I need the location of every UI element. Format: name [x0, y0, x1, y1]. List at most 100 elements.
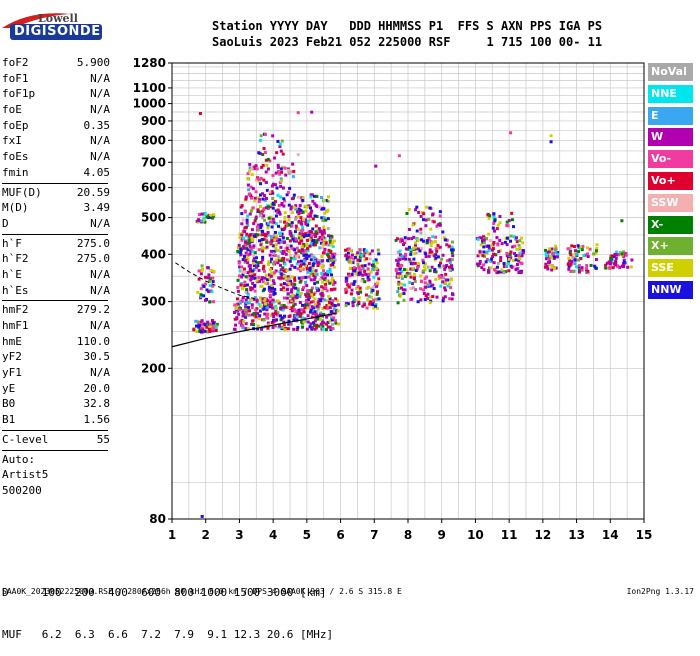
echo-point — [238, 299, 242, 303]
echo-point — [280, 325, 284, 329]
echo-point — [326, 217, 330, 221]
echo-point — [244, 305, 248, 309]
echo-point — [241, 324, 245, 328]
param-value: 1.56 — [83, 413, 111, 427]
echo-point — [271, 206, 275, 210]
echo-point — [269, 289, 273, 293]
echo-point — [289, 207, 293, 211]
echo-point — [264, 302, 268, 306]
echo-point — [351, 261, 355, 265]
echo-point — [315, 304, 319, 308]
echo-point — [244, 310, 248, 314]
echo-point — [300, 276, 304, 280]
echo-point — [482, 250, 486, 254]
echo-point — [308, 266, 312, 270]
echo-point — [315, 240, 319, 244]
echo-point — [288, 230, 292, 234]
echo-point — [543, 265, 547, 269]
echo-point — [248, 244, 252, 248]
echo-point — [447, 282, 451, 286]
echo-point — [274, 258, 278, 262]
echo-point — [271, 286, 275, 290]
echo-point — [263, 312, 267, 316]
echo-point — [421, 269, 425, 273]
echo-point — [281, 276, 285, 280]
echo-point — [302, 310, 306, 314]
echo-point — [487, 232, 491, 236]
echo-point — [571, 270, 575, 274]
echo-point — [350, 253, 354, 257]
echo-point — [550, 256, 554, 260]
echo-point — [575, 252, 579, 256]
echo-point — [265, 245, 269, 249]
echo-point — [266, 167, 270, 171]
echo-point — [318, 205, 322, 209]
param-row: foE N/A — [2, 102, 110, 118]
echo-point — [312, 321, 316, 325]
echo-point — [507, 269, 511, 273]
echo-point — [251, 250, 255, 254]
echo-point — [266, 157, 270, 161]
echo-point — [321, 251, 325, 255]
echo-point — [283, 328, 287, 332]
echo-point — [323, 298, 327, 302]
echo-point — [436, 255, 440, 259]
echo-point — [476, 237, 480, 241]
echo-point — [316, 228, 320, 232]
echo-point — [296, 153, 300, 157]
echo-point — [433, 258, 437, 262]
echo-point — [270, 190, 274, 194]
echo-point — [285, 258, 289, 262]
echo-point — [305, 303, 309, 307]
echo-point — [256, 177, 260, 181]
echo-point — [279, 195, 283, 199]
echo-point — [241, 295, 245, 299]
param-row: foF2 5.900 — [2, 55, 110, 71]
echo-point — [328, 319, 332, 323]
y-tick-label: 1280 — [133, 56, 166, 70]
echo-point — [309, 272, 313, 276]
y-tick-label: 1100 — [133, 81, 166, 95]
echo-point — [264, 206, 268, 210]
echo-point — [267, 286, 271, 290]
echo-point — [261, 249, 265, 253]
echo-point — [344, 248, 348, 252]
echo-point — [310, 110, 314, 114]
echo-point — [301, 228, 305, 232]
echo-point — [604, 266, 608, 270]
echo-point — [306, 292, 310, 296]
echo-point — [423, 277, 427, 281]
param-row: yF1 N/A — [2, 365, 110, 381]
echo-point — [292, 318, 296, 322]
echo-point — [276, 193, 280, 197]
echo-point — [398, 271, 402, 275]
echo-point — [608, 266, 612, 270]
echo-point — [313, 214, 317, 218]
echo-point — [311, 300, 315, 304]
param-row: hmE 110.0 — [2, 334, 110, 350]
echo-point — [255, 299, 259, 303]
param-row: foF1 N/A — [2, 71, 110, 87]
echo-point — [246, 248, 250, 252]
echo-point — [484, 236, 488, 240]
echo-point — [308, 268, 312, 272]
echo-point — [327, 248, 331, 252]
echo-point — [334, 308, 338, 312]
y-tick-label: 800 — [141, 133, 166, 147]
echo-point — [322, 286, 326, 290]
echo-point — [412, 276, 416, 280]
echo-point — [331, 245, 335, 249]
param-group-muf: MUF(D) 20.59 M(D) 3.49 D N/A — [2, 185, 110, 232]
echo-point — [607, 260, 611, 264]
echo-point — [202, 216, 206, 220]
echo-point — [545, 254, 549, 258]
echo-point — [259, 233, 263, 237]
echo-point — [569, 269, 573, 273]
echo-point — [248, 212, 252, 216]
echo-point — [282, 320, 286, 324]
legend-item: NNE — [648, 84, 693, 103]
echo-point — [290, 221, 294, 225]
echo-point — [268, 293, 272, 297]
echo-point — [395, 272, 399, 276]
echo-point — [356, 303, 360, 307]
